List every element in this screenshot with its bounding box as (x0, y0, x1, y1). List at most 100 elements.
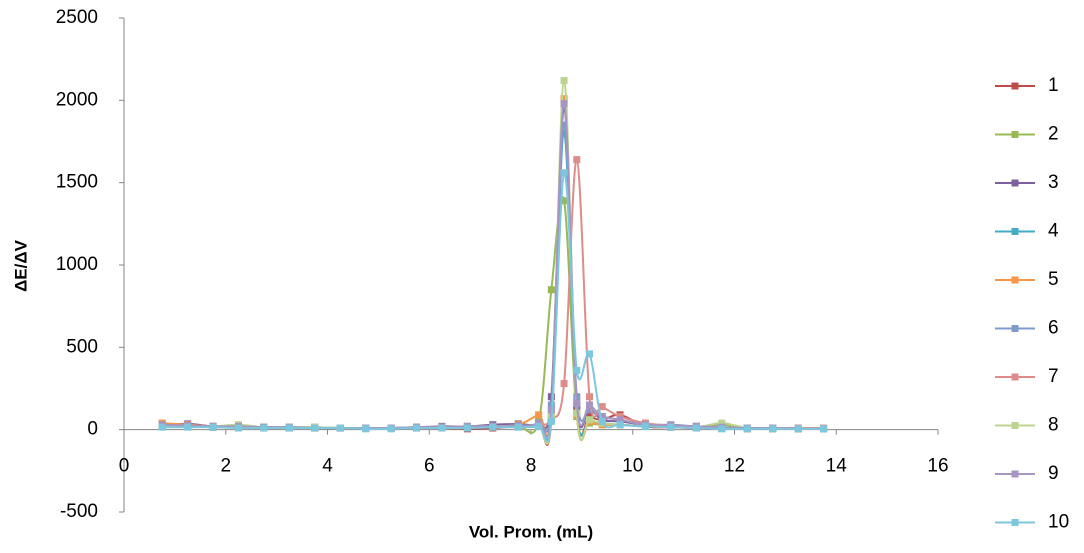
y-tick-label: 2500 (56, 7, 98, 28)
marker (616, 416, 624, 424)
marker (586, 393, 594, 401)
x-tick-label: 0 (119, 456, 130, 477)
marker (560, 129, 568, 137)
series-line (162, 196, 824, 436)
marker (586, 416, 594, 424)
legend-marker (1011, 131, 1019, 138)
marker (489, 423, 497, 431)
y-tick-label: 1000 (56, 254, 98, 275)
x-tick-label: 6 (424, 456, 435, 477)
series-line (162, 97, 824, 442)
legend-marker (1011, 228, 1019, 235)
legend-label: 5 (1048, 269, 1059, 290)
marker (438, 424, 446, 432)
marker (598, 412, 606, 420)
marker (362, 425, 370, 433)
x-tick-label: 14 (826, 456, 848, 477)
series-line (162, 171, 824, 443)
x-tick-label: 8 (526, 456, 537, 477)
marker (560, 105, 568, 113)
legend-label: 2 (1048, 124, 1059, 145)
marker (573, 399, 581, 407)
marker (769, 425, 777, 433)
marker (184, 423, 192, 431)
marker (514, 423, 522, 431)
marker (598, 403, 606, 411)
legend-label: 7 (1048, 366, 1059, 387)
legend-marker (1011, 373, 1019, 381)
marker (535, 411, 543, 419)
series-line (162, 132, 824, 441)
legend-label: 10 (1048, 512, 1069, 533)
legend-marker (1011, 82, 1019, 90)
series-line (162, 158, 824, 430)
marker (667, 423, 675, 431)
y-tick-label: 1500 (56, 172, 98, 193)
marker (560, 169, 568, 177)
marker (463, 424, 471, 432)
marker (743, 425, 751, 433)
marker (794, 425, 802, 433)
marker (573, 156, 581, 164)
legend-marker (1011, 179, 1019, 187)
marker (234, 424, 242, 432)
marker (560, 95, 568, 103)
y-tick-label: 500 (66, 336, 98, 357)
y-axis-title: ΔE/ΔV (11, 239, 30, 291)
legend-label: 3 (1048, 172, 1059, 193)
marker (586, 350, 594, 358)
marker (560, 197, 568, 205)
y-tick-label: 2000 (56, 89, 98, 110)
marker (616, 421, 624, 429)
legend-marker (1011, 422, 1019, 429)
marker (560, 380, 568, 388)
marker (547, 286, 555, 294)
marker (158, 423, 166, 431)
series-line (162, 102, 824, 438)
legend-label: 6 (1048, 318, 1059, 339)
legend-marker (1011, 470, 1019, 478)
marker (586, 406, 594, 414)
legend-marker (1011, 519, 1019, 526)
marker (336, 424, 344, 432)
legend-label: 9 (1048, 463, 1059, 484)
legend-marker (1011, 276, 1019, 284)
x-tick-label: 12 (724, 456, 745, 477)
y-tick-label: 0 (87, 419, 98, 440)
marker (547, 417, 555, 425)
marker (285, 424, 293, 432)
marker (573, 409, 581, 417)
legend-label: 4 (1048, 221, 1059, 242)
marker (573, 366, 581, 374)
marker (560, 77, 568, 85)
marker (560, 121, 568, 129)
marker (311, 424, 319, 432)
legend-label: 8 (1048, 415, 1059, 436)
marker (387, 425, 395, 433)
series-line (162, 124, 824, 433)
x-tick-label: 4 (322, 456, 333, 477)
series-line (162, 99, 824, 446)
x-tick-label: 2 (220, 456, 231, 477)
marker (718, 419, 726, 427)
series-line (162, 79, 824, 445)
x-tick-label: 10 (622, 456, 643, 477)
legend-marker (1011, 325, 1019, 332)
marker (598, 417, 606, 425)
x-axis-title: Vol. Prom. (mL) (469, 522, 593, 541)
marker (535, 422, 543, 430)
x-tick-label: 16 (927, 456, 948, 477)
legend-label: 1 (1048, 75, 1059, 96)
marker (641, 422, 649, 430)
marker (260, 424, 268, 432)
series-line (162, 107, 824, 430)
marker (692, 424, 700, 432)
marker (413, 424, 421, 432)
marker (209, 423, 217, 431)
y-tick-label: -500 (60, 501, 98, 522)
marker (820, 425, 828, 433)
marker (586, 401, 594, 409)
marker (560, 100, 568, 108)
marker (718, 425, 726, 433)
